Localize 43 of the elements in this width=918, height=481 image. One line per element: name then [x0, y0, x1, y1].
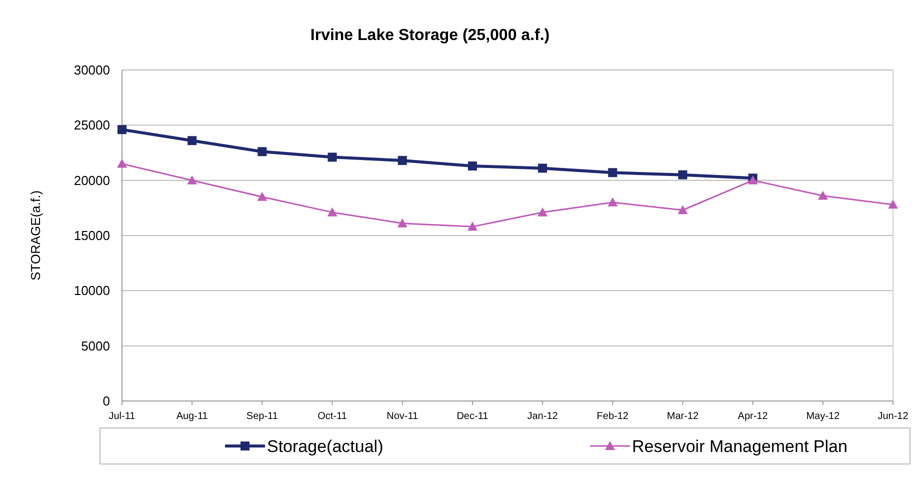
x-tick-label: Nov-11: [386, 411, 419, 422]
point: [397, 218, 408, 228]
point: [118, 125, 126, 134]
x-tick-label: Jan-12: [527, 411, 558, 422]
x-tick-label: Feb-12: [596, 411, 629, 422]
point: [468, 161, 477, 170]
x-tick-label: Sep-11: [246, 411, 278, 422]
point: [678, 170, 688, 180]
legend-label: Reservoir Management Plan: [632, 436, 848, 456]
point: [328, 152, 337, 162]
point: [188, 136, 197, 146]
y-tick-label: 25000: [74, 118, 110, 133]
x-tick-label: Oct-11: [318, 411, 348, 422]
x-tick-label: May-12: [806, 411, 840, 422]
point: [818, 190, 828, 200]
x-tick-label: Apr-12: [738, 411, 768, 422]
x-tick-label: Jul-11: [108, 411, 136, 422]
point: [608, 168, 618, 178]
point: [117, 158, 127, 168]
chart-title: Irvine Lake Storage (25,000 a.f.): [310, 27, 550, 44]
x-tick-label: Jun-12: [878, 411, 909, 422]
point: [187, 175, 198, 184]
point: [327, 207, 338, 216]
legend-label: Storage(actual): [267, 436, 384, 456]
y-tick-label: 10000: [74, 283, 110, 298]
point: [678, 205, 688, 214]
y-tick-label: 5000: [81, 338, 110, 354]
x-tick-label: Dec-11: [456, 411, 489, 422]
y-axis-title: STORAGE(a.f.): [28, 190, 43, 281]
y-tick-label: 30000: [74, 62, 110, 78]
point: [888, 200, 898, 209]
y-tick-label: 15000: [74, 228, 110, 244]
y-tick-label: 0: [102, 394, 110, 409]
x-tick-label: Mar-12: [666, 411, 699, 422]
point: [258, 147, 267, 156]
y-tick-label: 20000: [74, 172, 110, 188]
point: [398, 156, 407, 165]
point: [538, 164, 548, 173]
point: [608, 197, 618, 206]
point: [467, 222, 478, 231]
x-tick-label: Aug-11: [176, 411, 208, 422]
point: [257, 192, 268, 201]
point: [538, 207, 548, 216]
